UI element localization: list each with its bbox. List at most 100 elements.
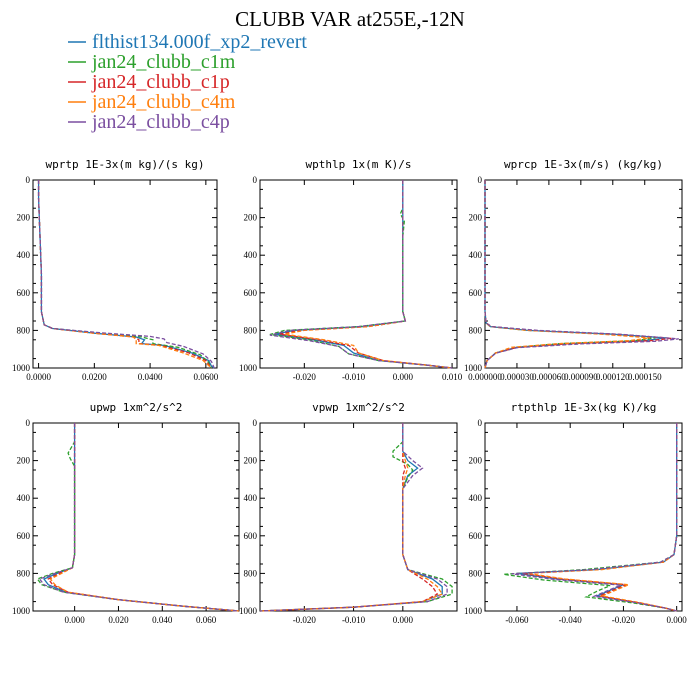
chart-panel: vpwp 1xm^2/s^2 0 200 400 600 800 1000 -0.020 -0.… [239, 401, 458, 625]
y-tick-label: 400 [17, 493, 31, 503]
series-line [49, 423, 240, 612]
y-tick-label: 400 [17, 250, 31, 260]
series-line [259, 423, 444, 612]
y-tick-label: 1000 [239, 606, 258, 616]
series-line [38, 423, 240, 612]
y-tick-label: 800 [469, 568, 483, 578]
y-tick-label: 600 [244, 288, 258, 298]
x-tick-label: -0.060 [505, 615, 529, 625]
x-tick-label: 0.060 [196, 615, 217, 625]
y-tick-label: 400 [469, 250, 483, 260]
x-tick-label: -0.010 [342, 615, 366, 625]
series-line [527, 423, 678, 612]
y-tick-label: 0 [26, 175, 31, 185]
x-tick-label: 0.0400 [138, 372, 163, 382]
series-line [37, 180, 212, 369]
panel-title: wpthlp 1x(m K)/s [306, 158, 412, 171]
plot-frame [259, 179, 458, 369]
y-tick-label: 0 [478, 175, 483, 185]
y-tick-label: 800 [469, 325, 483, 335]
chart-panel: wprtp 1E-3x(m kg)/(s kg) 0 200 400 600 800 100… [12, 158, 219, 382]
x-tick-label: -0.020 [293, 372, 317, 382]
x-tick-label: 0.0200 [82, 372, 107, 382]
x-tick-label: 0.0000 [26, 372, 51, 382]
y-tick-label: 800 [17, 325, 31, 335]
chart-panel: upwp 1xm^2/s^2 0 200 400 600 800 1000 0.000 0.02… [12, 401, 240, 625]
y-tick-label: 400 [469, 493, 483, 503]
y-tick-label: 200 [469, 213, 483, 223]
panel-title: wprcp 1E-3x(m/s) (kg/kg) [504, 158, 663, 171]
y-tick-label: 1000 [239, 363, 258, 373]
legend-label: jan24_clubb_c1m [91, 51, 236, 73]
plot-frame [32, 422, 240, 612]
series-line [36, 423, 240, 612]
series-line [511, 423, 678, 612]
legend-item: flthist134.000f_xp2_revert [68, 31, 307, 53]
y-tick-label: 200 [469, 456, 483, 466]
series-line [259, 423, 439, 612]
x-tick-label: 0.010 [442, 372, 463, 382]
legend-item: jan24_clubb_c4m [68, 91, 236, 113]
series-line [47, 423, 240, 612]
legend-label: jan24_clubb_c1p [91, 71, 230, 93]
y-tick-label: 800 [244, 325, 258, 335]
series-line [484, 180, 679, 369]
chart-panel: wpthlp 1x(m K)/s 0 200 400 600 800 1000 -0.020 -… [239, 158, 463, 382]
x-tick-label: 0.000 [65, 615, 86, 625]
x-tick-label: 0.000060 [532, 372, 566, 382]
legend-label: jan24_clubb_c4p [91, 111, 230, 133]
panel-grid: wprtp 1E-3x(m kg)/(s kg) 0 200 400 600 800 100… [12, 158, 687, 625]
y-tick-label: 0 [26, 418, 31, 428]
legend-item: jan24_clubb_c4p [68, 111, 230, 133]
y-tick-label: 400 [244, 250, 258, 260]
series-line [259, 423, 448, 612]
y-tick-label: 400 [244, 493, 258, 503]
y-tick-label: 1000 [12, 606, 31, 616]
x-tick-label: -0.040 [559, 615, 583, 625]
panel-title: upwp 1xm^2/s^2 [90, 401, 183, 414]
panel-title: rtpthlp 1E-3x(kg K)/kg [511, 401, 657, 414]
series-line [259, 423, 453, 612]
y-tick-label: 600 [17, 288, 31, 298]
series-line [484, 180, 651, 369]
x-tick-label: 0.000030 [500, 372, 534, 382]
series-line [42, 423, 240, 612]
x-tick-label: 0.000 [393, 615, 414, 625]
y-tick-label: 0 [253, 418, 258, 428]
x-tick-label: 0.000150 [628, 372, 662, 382]
legend-item: jan24_clubb_c1p [68, 71, 230, 93]
y-tick-label: 1000 [464, 606, 483, 616]
legend: flthist134.000f_xp2_revert jan24_clubb_c… [68, 31, 307, 133]
x-tick-label: -0.010 [342, 372, 366, 382]
x-tick-label: 0.000120 [596, 372, 630, 382]
legend-item: jan24_clubb_c1m [68, 51, 236, 73]
chart-title: CLUBB VAR at255E,-12N [235, 7, 465, 31]
series-line [516, 423, 678, 612]
series-line [37, 180, 212, 369]
y-tick-label: 600 [469, 531, 483, 541]
x-tick-label: 0.000090 [564, 372, 598, 382]
series-line [269, 180, 453, 369]
series-line [484, 180, 656, 369]
x-tick-label: 0.040 [152, 615, 173, 625]
y-tick-label: 1000 [12, 363, 31, 373]
x-tick-label: 0.000000 [468, 372, 502, 382]
legend-label: flthist134.000f_xp2_revert [92, 31, 307, 53]
y-tick-label: 1000 [464, 363, 483, 373]
series-line [269, 180, 453, 369]
series-line [37, 180, 215, 369]
plot-frame [259, 422, 458, 612]
x-tick-label: -0.020 [612, 615, 636, 625]
y-tick-label: 600 [17, 531, 31, 541]
x-tick-label: 0.000 [393, 372, 414, 382]
x-tick-label: 0.020 [108, 615, 129, 625]
plot-frame [32, 179, 218, 369]
y-tick-label: 800 [244, 568, 258, 578]
chart-panel: rtpthlp 1E-3x(kg K)/kg 0 200 400 600 800 1000 -… [464, 401, 687, 625]
y-tick-label: 600 [244, 531, 258, 541]
panel-title: wprtp 1E-3x(m kg)/(s kg) [46, 158, 205, 171]
x-tick-label: 0.000 [667, 615, 688, 625]
series-line [37, 180, 212, 369]
legend-label: jan24_clubb_c4m [91, 91, 236, 113]
